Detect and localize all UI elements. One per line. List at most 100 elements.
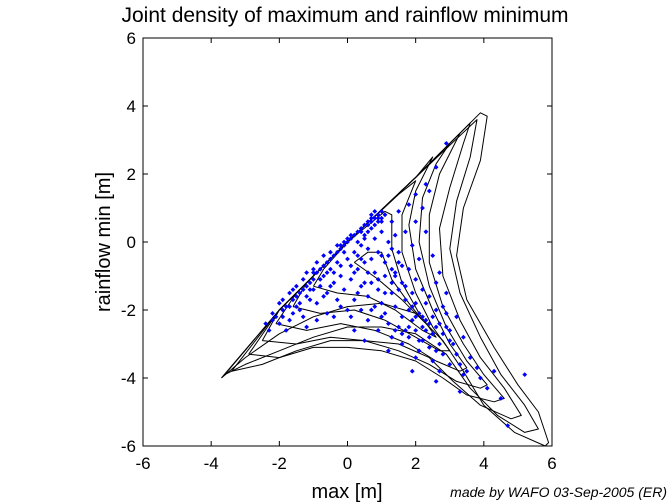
data-point [365,246,371,252]
data-point [392,328,398,333]
data-point [423,317,429,323]
data-point [341,287,347,292]
data-point [321,263,327,269]
data-point [403,283,408,289]
data-point [345,256,350,262]
data-point [420,314,425,320]
data-point [433,307,439,313]
data-point [328,249,333,255]
y-axis-label: rainflow min [m] [93,172,115,312]
data-point [447,328,453,333]
data-point [413,219,419,224]
data-point [386,321,391,326]
data-point [409,368,415,374]
data-point [276,300,282,306]
data-point [304,270,309,275]
data-point [460,334,466,340]
data-point [290,287,296,292]
contour-level-2 [224,119,539,433]
data-point [331,270,337,275]
data-point [355,266,361,272]
data-point [389,290,395,296]
data-point [317,266,323,272]
data-point [379,219,384,224]
x-tick-label: 0 [343,454,352,473]
data-point [430,314,436,320]
data-point [358,226,364,231]
data-point [293,294,299,299]
data-point [355,239,361,245]
data-point [287,304,292,309]
data-point [389,219,395,224]
x-tick-label: 4 [479,454,488,473]
data-point [293,304,299,309]
data-point [372,209,378,214]
data-point [307,280,313,286]
data-point [368,215,374,221]
data-point [372,222,378,228]
data-point [399,314,405,320]
data-point [478,375,483,381]
data-point [328,283,333,289]
data-point [304,283,309,289]
data-point [341,243,347,248]
data-point [375,328,381,333]
data-point [287,290,292,296]
data-point [386,348,391,354]
data-point [447,338,453,343]
data-point [334,260,340,265]
data-point [355,290,361,296]
x-tick-label: 6 [547,454,556,473]
data-point [416,338,422,343]
data-point [474,365,480,371]
data-point [406,307,412,313]
x-axis-ticks: -6 -4 -2 0 2 4 6 [135,38,557,473]
data-point [375,212,381,218]
x-tick-label: -2 [272,454,287,473]
data-point [396,260,402,265]
data-point [270,311,275,316]
data-point [338,243,344,248]
data-point [314,300,320,306]
data-point [433,379,439,384]
data-point [392,232,398,238]
data-point [331,314,337,320]
data-point [409,304,415,309]
data-point [406,334,412,340]
data-point [307,287,313,292]
data-point [351,328,357,333]
data-point [382,311,388,316]
data-point [328,256,333,262]
data-point [334,297,340,303]
data-point [406,266,412,272]
data-point [293,283,299,289]
data-point [300,287,306,292]
data-point [321,253,327,258]
y-tick-label: -6 [121,437,136,456]
data-point [426,345,432,350]
credit-annotation: made by WAFO 03-Sep-2005 (ER) [450,484,667,500]
y-tick-label: -2 [121,301,136,320]
data-point [341,239,347,245]
data-point [351,232,357,238]
data-point [287,317,292,323]
data-point [420,287,425,292]
data-point [423,229,429,235]
data-point [365,294,371,299]
data-point [399,341,405,347]
data-point [379,314,384,320]
data-point [440,304,446,309]
data-point [413,300,419,306]
data-point [413,328,419,333]
data-point [375,219,381,224]
data-point [311,266,316,272]
data-point [498,396,504,401]
contour-lines [221,112,550,447]
data-point [324,311,330,316]
data-point [403,328,408,333]
data-point [324,290,330,296]
y-tick-label: -4 [121,369,136,388]
data-point [345,307,350,313]
data-point [433,348,439,354]
data-point [321,294,327,299]
